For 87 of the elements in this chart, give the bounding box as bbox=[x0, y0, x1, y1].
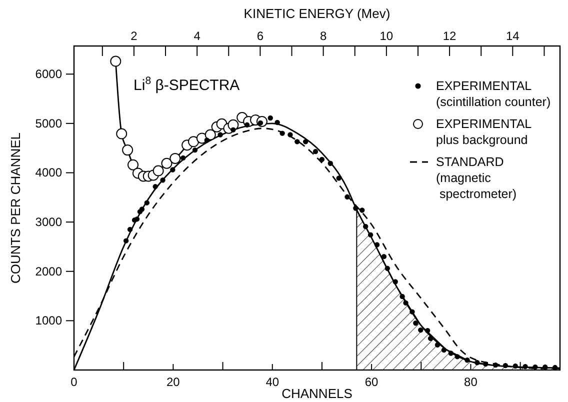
x-axis-title: CHANNELS bbox=[282, 386, 353, 401]
point bbox=[360, 208, 365, 213]
point bbox=[204, 129, 216, 140]
point bbox=[312, 148, 318, 154]
point bbox=[319, 156, 325, 162]
point bbox=[192, 147, 198, 153]
y-tick-label: 2000 bbox=[35, 264, 62, 278]
point bbox=[280, 130, 285, 136]
legend-label: EXPERIMENTAL (scintillation counter) bbox=[436, 79, 551, 109]
point bbox=[353, 206, 358, 211]
point bbox=[160, 178, 166, 183]
point bbox=[328, 160, 333, 166]
point bbox=[268, 115, 273, 121]
x-tick-label: 80 bbox=[464, 375, 478, 389]
point bbox=[441, 347, 447, 353]
point bbox=[522, 364, 528, 370]
point bbox=[161, 158, 172, 169]
y-tick-label: 1000 bbox=[35, 314, 62, 328]
point bbox=[110, 56, 122, 67]
point bbox=[152, 165, 164, 176]
y-tick-label: 6000 bbox=[35, 67, 62, 82]
point bbox=[428, 336, 434, 342]
y-tick-label: 5000 bbox=[35, 116, 62, 130]
point bbox=[403, 300, 408, 306]
point bbox=[464, 358, 470, 363]
point bbox=[413, 320, 418, 326]
x2-tick-label: 10 bbox=[380, 29, 394, 43]
point bbox=[434, 342, 440, 348]
x2-tick-label: 14 bbox=[506, 29, 520, 43]
point bbox=[483, 361, 488, 367]
point bbox=[127, 226, 133, 232]
point bbox=[502, 362, 508, 368]
x2-tick-label: 6 bbox=[256, 29, 264, 43]
x2-tick-label: 2 bbox=[130, 29, 138, 43]
point bbox=[532, 364, 538, 370]
y-tick-label: 3000 bbox=[35, 215, 62, 230]
point bbox=[448, 350, 454, 356]
point bbox=[139, 206, 145, 212]
point bbox=[336, 176, 342, 181]
y-tick-label: 4000 bbox=[35, 166, 62, 180]
x-tick-label: 20 bbox=[166, 375, 180, 389]
point bbox=[363, 224, 368, 230]
point bbox=[424, 328, 430, 334]
point bbox=[418, 327, 424, 333]
point bbox=[134, 216, 140, 222]
legend-label: EXPERIMENTAL plus background bbox=[436, 117, 532, 147]
x2-tick-label: 12 bbox=[442, 29, 457, 43]
x2-axis-title: KINETIC ENERGY (Mev) bbox=[244, 6, 390, 21]
point bbox=[188, 136, 200, 148]
x-tick-label: 60 bbox=[364, 375, 379, 389]
point bbox=[123, 238, 129, 244]
point bbox=[392, 279, 398, 284]
point bbox=[294, 139, 300, 144]
y-axis-title: COUNTS PER CHANNEL bbox=[8, 132, 23, 284]
point bbox=[218, 132, 223, 138]
legend-label: STANDARD (magnetic spectrometer) bbox=[436, 155, 517, 201]
point bbox=[381, 254, 387, 260]
point bbox=[180, 155, 186, 161]
point bbox=[302, 139, 308, 144]
point bbox=[410, 309, 415, 314]
point bbox=[384, 266, 390, 272]
point bbox=[274, 120, 280, 126]
point bbox=[116, 128, 128, 140]
point bbox=[288, 132, 293, 138]
point bbox=[244, 122, 250, 128]
point bbox=[152, 184, 158, 190]
x-tick-label: 0 bbox=[70, 375, 78, 389]
point bbox=[230, 127, 236, 132]
point bbox=[474, 360, 480, 366]
x2-tick-label: 4 bbox=[194, 29, 201, 43]
point bbox=[122, 144, 134, 156]
point bbox=[144, 200, 150, 206]
x2-tick-label: 8 bbox=[320, 29, 327, 43]
point bbox=[454, 354, 460, 360]
x-tick-label: 40 bbox=[266, 375, 280, 389]
point bbox=[170, 152, 181, 164]
point bbox=[204, 138, 210, 143]
point bbox=[512, 363, 518, 369]
point bbox=[542, 364, 548, 370]
point bbox=[374, 242, 380, 248]
point bbox=[400, 294, 405, 300]
point bbox=[368, 232, 374, 238]
point bbox=[170, 167, 176, 172]
text: Li$^{8}$ β-SPECTRA bbox=[134, 75, 240, 94]
point bbox=[128, 159, 139, 170]
point bbox=[344, 194, 350, 200]
point bbox=[492, 362, 498, 368]
